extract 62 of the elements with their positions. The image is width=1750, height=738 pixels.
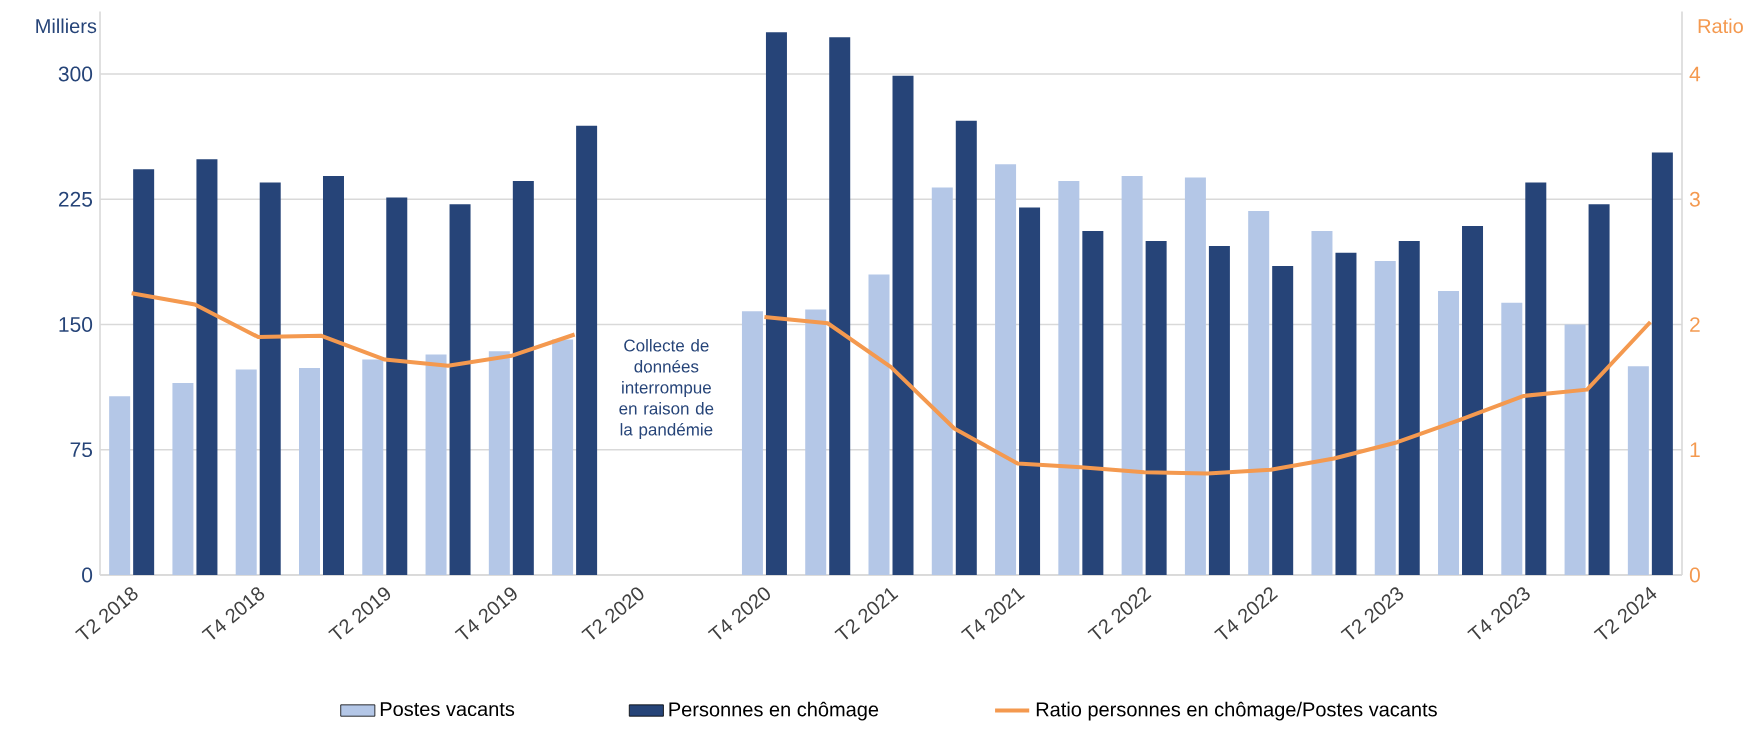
legend-label: Personnes en chômage xyxy=(669,701,879,721)
bar xyxy=(765,32,787,575)
y2-axis-title: Ratio xyxy=(1698,18,1743,34)
y2-tick-label: 3 xyxy=(1689,191,1700,207)
bar xyxy=(1145,241,1167,575)
bar xyxy=(741,311,763,575)
bar xyxy=(1082,230,1104,575)
bar xyxy=(1462,225,1484,575)
bar xyxy=(1335,252,1357,575)
bar xyxy=(425,354,447,575)
bar xyxy=(576,125,598,575)
bar xyxy=(1588,204,1610,575)
y-tick-label: 225 xyxy=(58,191,93,207)
bar xyxy=(299,367,320,575)
bar xyxy=(1121,175,1143,575)
y-tick-label: 300 xyxy=(58,66,93,82)
bar xyxy=(172,382,194,575)
bar xyxy=(1272,266,1294,575)
bar xyxy=(892,75,914,575)
y-tick-label: 75 xyxy=(70,442,93,458)
annotation: Collecte de données interrompue en raison de la pandémie xyxy=(619,339,714,439)
bar xyxy=(235,369,257,575)
bar xyxy=(1564,324,1586,575)
legend-label: Ratio personnes en chômage/Postes vacants xyxy=(1036,701,1437,721)
bar xyxy=(1525,182,1547,575)
bar xyxy=(259,182,281,575)
bar xyxy=(1184,177,1206,575)
bar xyxy=(868,274,890,575)
bar xyxy=(805,309,827,575)
bar xyxy=(133,169,155,575)
y2-tick-label: 2 xyxy=(1690,317,1700,332)
bar xyxy=(1019,207,1041,575)
bar xyxy=(1651,152,1673,575)
bar xyxy=(386,197,408,575)
bar xyxy=(1248,210,1270,575)
y2-tick-label: 4 xyxy=(1689,66,1701,82)
bar xyxy=(362,359,384,575)
bar xyxy=(931,187,953,575)
y2-tick-label: 1 xyxy=(1690,442,1700,457)
bar xyxy=(1058,180,1080,575)
bar xyxy=(995,164,1017,575)
y-axis-title: Milliers xyxy=(36,18,97,34)
bar xyxy=(1208,246,1230,575)
y-tick-label: 150 xyxy=(59,317,93,332)
legend-label: Postes vacants xyxy=(380,702,515,717)
bar xyxy=(1398,241,1420,575)
bar xyxy=(1438,291,1460,575)
bar xyxy=(1374,261,1396,575)
bar xyxy=(322,175,344,575)
bar xyxy=(512,180,534,575)
bar xyxy=(955,120,977,575)
bar xyxy=(829,37,851,575)
bar xyxy=(1501,302,1523,575)
bar xyxy=(552,339,574,575)
bar xyxy=(449,204,471,575)
bar xyxy=(1627,366,1649,575)
bar xyxy=(1311,230,1333,575)
bar xyxy=(488,351,510,575)
y2-tick-label: 0 xyxy=(1689,567,1700,583)
bar xyxy=(196,159,218,575)
bar xyxy=(109,396,131,575)
y-tick-label: 0 xyxy=(82,567,93,583)
